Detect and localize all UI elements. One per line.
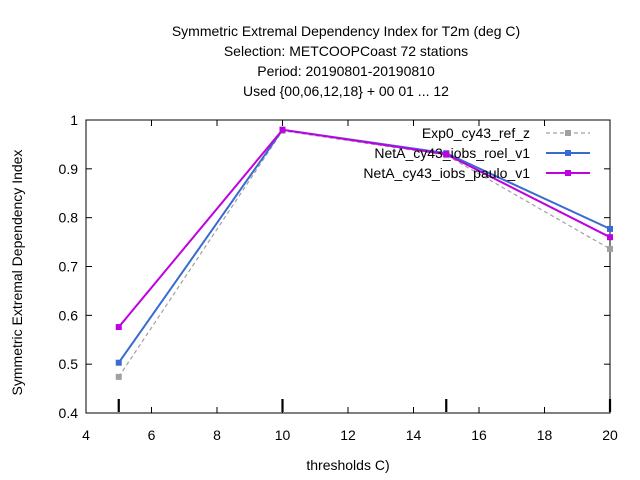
series-line (117, 128, 611, 328)
x-tick-label: 18 (537, 427, 553, 443)
legend-label: NetA_cy43_iobs_roel_v1 (374, 145, 530, 161)
y-tick-label: 0.8 (59, 210, 79, 226)
x-tick-label: 16 (471, 427, 487, 443)
y-tick-label: 0.6 (59, 307, 79, 323)
data-point (115, 324, 122, 331)
data-point (607, 245, 613, 252)
title-line: Selection: METCOOPCoast 72 stations (224, 43, 468, 59)
legend-marker (565, 130, 571, 136)
data-point (115, 373, 122, 380)
y-axis-label: Symmetric Extremal Dependency Index (9, 150, 25, 396)
data-point (607, 225, 613, 232)
chart-title: Symmetric Extremal Dependency Index for … (172, 23, 520, 99)
series-lines (115, 126, 613, 380)
y-tick-label: 0.4 (59, 405, 79, 421)
legend: Exp0_cy43_ref_z NetA_cy43_iobs_roel_v1 Net… (363, 125, 590, 181)
legend-marker (565, 170, 571, 176)
data-point (279, 126, 286, 133)
y-tick-label: 0.7 (59, 259, 79, 275)
title-line: Period: 20190801-20190810 (257, 63, 435, 79)
data-point (607, 234, 613, 241)
legend-label: Exp0_cy43_ref_z (422, 125, 530, 141)
data-point (443, 151, 450, 158)
data-point (115, 359, 122, 366)
x-axis: 4 6 8 10 12 14 16 18 20 (82, 120, 618, 443)
title-line: Symmetric Extremal Dependency Index for … (172, 23, 520, 39)
threshold-markers (117, 399, 612, 412)
y-axis: 0.4 0.5 0.6 0.7 0.8 0.9 1 (59, 112, 610, 421)
title-line: Used {00,06,12,18} + 00 01 ... 12 (243, 83, 449, 99)
x-tick-label: 20 (602, 427, 618, 443)
legend-marker (565, 150, 571, 156)
x-tick-label: 12 (340, 427, 356, 443)
y-tick-label: 0.9 (59, 161, 79, 177)
x-tick-label: 10 (275, 427, 291, 443)
x-tick-label: 4 (82, 427, 90, 443)
x-tick-label: 14 (406, 427, 422, 443)
x-tick-label: 6 (148, 427, 156, 443)
x-tick-label: 8 (213, 427, 221, 443)
plot-area (85, 119, 611, 414)
x-axis-label: thresholds C) (306, 457, 389, 473)
y-tick-label: 1 (70, 112, 78, 128)
legend-label: NetA_cy43_iobs_paulo_v1 (363, 165, 530, 181)
y-tick-label: 0.5 (59, 356, 79, 372)
